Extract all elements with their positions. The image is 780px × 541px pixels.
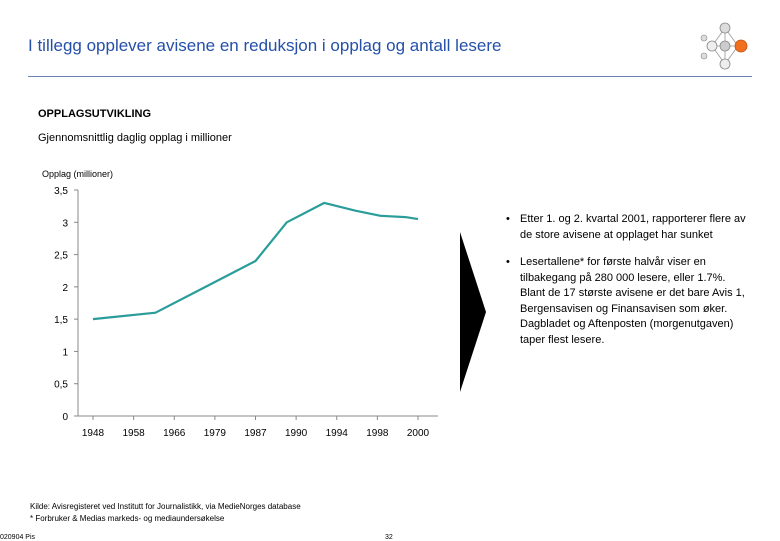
x-tick-label: 1994 (326, 428, 349, 439)
y-axis-label: Opplag (millioner) (42, 169, 113, 179)
y-tick-label: 1 (62, 347, 68, 358)
x-tick-label: 1998 (366, 428, 389, 439)
series-line (93, 203, 418, 319)
bullet-marker: • (506, 212, 510, 228)
bullet-text: Lesertallene* for første halvår viser en… (520, 256, 745, 346)
bullet-item: • Lesertallene* for første halvår viser … (506, 255, 746, 348)
y-tick-label: 1,5 (54, 315, 68, 326)
x-tick-label: 1979 (204, 428, 227, 439)
bullet-marker: • (506, 255, 510, 271)
bullet-list: • Etter 1. og 2. kvartal 2001, rapporter… (506, 212, 746, 360)
bullet-item: • Etter 1. og 2. kvartal 2001, rapporter… (506, 212, 746, 243)
x-tick-label: 1958 (123, 428, 146, 439)
y-tick-label: 2 (62, 283, 68, 294)
arrow-icon (458, 232, 488, 392)
footer-source: Kilde: Avisregisteret ved Institutt for … (30, 502, 301, 511)
x-tick-label: 2000 (407, 428, 430, 439)
y-tick-label: 3 (62, 218, 68, 229)
bullet-text: Etter 1. og 2. kvartal 2001, rapporterer… (520, 213, 746, 241)
x-tick-label: 1990 (285, 428, 308, 439)
y-tick-label: 3,5 (54, 186, 68, 197)
y-tick-label: 2,5 (54, 251, 68, 262)
x-tick-label: 1966 (163, 428, 186, 439)
y-tick-label: 0 (62, 412, 68, 423)
y-tick-label: 0,5 (54, 380, 68, 391)
x-tick-label: 1987 (244, 428, 267, 439)
footer-note: * Forbruker & Medias markeds- og mediaun… (30, 514, 224, 523)
x-tick-label: 1948 (82, 428, 105, 439)
